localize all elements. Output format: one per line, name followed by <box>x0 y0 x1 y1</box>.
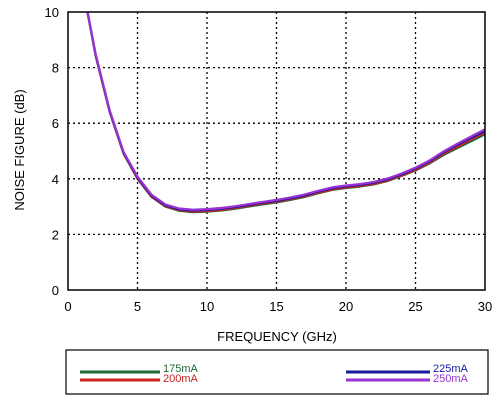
x-axis-title: FREQUENCY (GHz) <box>217 329 337 344</box>
x-tick-label: 20 <box>339 299 353 314</box>
series-line-225mA <box>86 11 486 212</box>
y-tick-label: 4 <box>52 172 59 187</box>
x-tick-label: 30 <box>478 299 492 314</box>
y-tick-label: 8 <box>52 61 59 76</box>
y-tick-label: 0 <box>52 283 59 298</box>
series-line-250mA <box>86 11 486 211</box>
x-tick-label: 15 <box>269 299 283 314</box>
series-line-200mA <box>86 11 486 213</box>
x-tick-label: 5 <box>134 299 141 314</box>
y-tick-label: 10 <box>45 5 59 20</box>
legend-label-225mA: 225mA <box>433 363 469 375</box>
grid-lines <box>68 12 485 290</box>
series-lines <box>86 11 486 214</box>
x-tick-label: 25 <box>408 299 422 314</box>
series-line-175mA <box>86 11 486 214</box>
y-axis-title: NOISE FIGURE (dB) <box>12 89 27 210</box>
x-tick-label: 0 <box>64 299 71 314</box>
plot-frame <box>67 11 486 291</box>
x-tick-label: 10 <box>200 299 214 314</box>
tick-labels: 0 5 10 15 20 25 30 0 2 4 6 8 10 <box>45 5 493 314</box>
legend-label-250mA: 250mA <box>433 373 469 385</box>
y-tick-label: 6 <box>52 116 59 131</box>
legend-label-175mA: 175mA <box>163 363 199 375</box>
y-tick-label: 2 <box>52 227 59 242</box>
legend-label-200mA: 200mA <box>163 373 199 385</box>
